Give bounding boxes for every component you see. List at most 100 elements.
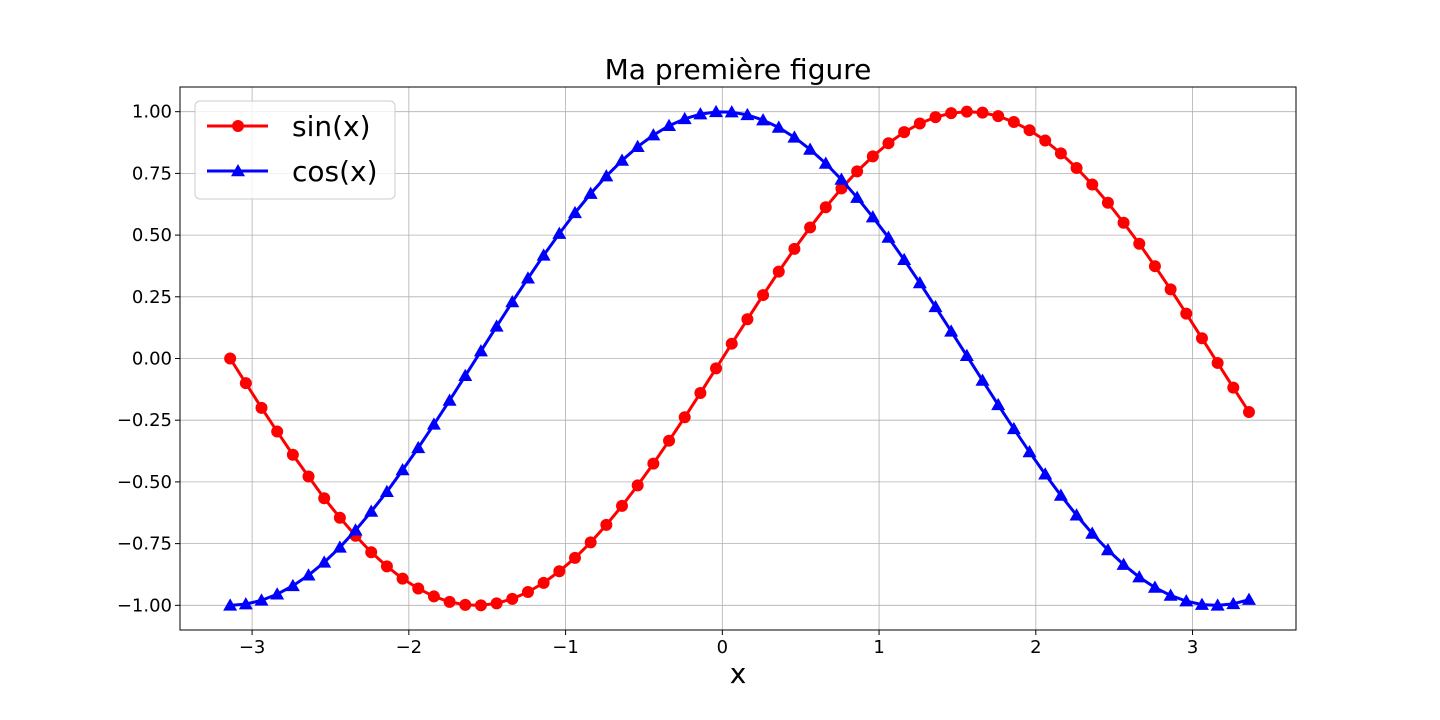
data-point [1069, 508, 1084, 521]
data-point [1211, 356, 1224, 369]
data-point [897, 252, 912, 266]
data-point [285, 578, 300, 592]
data-point [1194, 597, 1209, 610]
x-tick-label: 2 [1030, 637, 1041, 658]
data-point [1053, 488, 1068, 501]
data-point [223, 598, 238, 611]
data-point [662, 118, 677, 132]
data-point [1179, 594, 1194, 607]
data-point [1226, 596, 1241, 610]
data-point [693, 107, 708, 120]
data-point [365, 546, 378, 559]
data-point [1132, 570, 1147, 583]
y-tick-label: 0.50 [132, 225, 172, 246]
data-point [944, 324, 959, 337]
x-tick-label: −3 [239, 637, 266, 658]
x-axis-ticks: −3 −2 −1 0 1 2 3 [239, 630, 1198, 658]
data-point [724, 105, 739, 118]
data-point [959, 348, 974, 362]
data-point [772, 265, 785, 278]
data-point [302, 470, 315, 483]
data-point [709, 104, 724, 118]
data-point [1022, 445, 1037, 458]
data-point [1054, 147, 1067, 160]
data-point [536, 248, 551, 261]
data-point [787, 130, 802, 143]
data-point [254, 593, 269, 606]
data-point [1100, 543, 1115, 556]
data-point [520, 271, 535, 284]
data-point [1227, 381, 1240, 394]
data-point [568, 551, 581, 564]
series-cos-x [223, 104, 1256, 611]
data-point [238, 597, 253, 610]
y-tick-label: 0.00 [132, 349, 172, 370]
data-point [741, 313, 754, 326]
data-point [1085, 526, 1100, 539]
data-point [913, 117, 926, 130]
data-point [710, 362, 723, 375]
data-point [757, 289, 770, 302]
data-point [1163, 588, 1178, 601]
data-point [537, 576, 550, 589]
series-sin-x [224, 105, 1255, 612]
data-point [976, 106, 989, 119]
legend-label: cos(x) [292, 155, 378, 188]
data-point [850, 190, 865, 203]
data-point [756, 113, 771, 126]
data-point [1210, 598, 1225, 611]
data-point [1241, 592, 1256, 605]
data-point [882, 137, 895, 150]
data-point [412, 582, 425, 595]
legend-marker [232, 120, 244, 132]
data-point [694, 387, 707, 400]
data-point [912, 275, 927, 289]
data-point [835, 182, 848, 195]
data-point [1086, 178, 1099, 191]
data-point [851, 165, 864, 178]
data-point [442, 393, 457, 406]
x-tick-label: −2 [396, 637, 423, 658]
legend-entry-cos-x: cos(x) [207, 155, 378, 188]
data-point [317, 555, 332, 568]
data-point [490, 597, 503, 610]
data-point [819, 201, 832, 214]
data-point [411, 440, 426, 454]
data-point [364, 504, 379, 517]
data-point [1070, 161, 1083, 174]
data-point [1006, 421, 1021, 435]
data-point [646, 128, 661, 141]
data-point [1007, 116, 1020, 129]
data-point [1147, 580, 1162, 593]
data-point [1101, 196, 1114, 209]
data-point [379, 484, 394, 498]
y-tick-label: −0.25 [117, 410, 172, 431]
data-point [348, 523, 363, 536]
data-point [521, 585, 534, 598]
y-tick-label: 0.25 [132, 287, 172, 308]
data-point [553, 565, 566, 578]
data-point [929, 111, 942, 124]
data-point [1023, 124, 1036, 137]
data-point [396, 572, 409, 585]
data-point [1195, 332, 1208, 345]
data-point [1039, 134, 1052, 147]
data-point [631, 479, 644, 492]
data-point [584, 536, 597, 549]
data-point [474, 599, 487, 612]
data-point [224, 352, 237, 365]
data-point [615, 153, 630, 166]
x-tick-label: 3 [1187, 637, 1198, 658]
data-point [647, 457, 660, 470]
data-point [600, 518, 613, 531]
data-point [1117, 216, 1130, 229]
data-point [1148, 260, 1161, 273]
data-point [301, 568, 316, 581]
data-point [332, 540, 347, 553]
x-axis-label: x [730, 657, 747, 690]
data-point [489, 319, 504, 332]
data-point [991, 397, 1006, 411]
data-point [1164, 283, 1177, 296]
data-point [333, 511, 346, 524]
legend-label: sin(x) [292, 110, 371, 143]
